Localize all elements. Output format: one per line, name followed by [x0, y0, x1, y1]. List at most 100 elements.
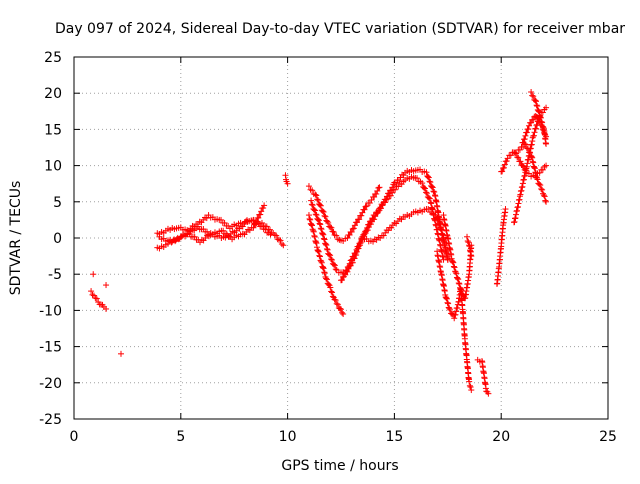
data-point — [421, 184, 428, 191]
data-point — [501, 161, 508, 168]
data-point — [324, 218, 331, 225]
data-point — [317, 225, 324, 232]
data-point — [528, 119, 535, 126]
data-point — [333, 300, 340, 307]
data-point — [315, 197, 322, 204]
data-point — [425, 174, 432, 181]
data-point — [93, 295, 100, 302]
data-point — [320, 265, 327, 272]
data-point — [322, 213, 329, 220]
data-point — [436, 220, 443, 227]
data-point — [446, 305, 453, 312]
data-point — [541, 128, 548, 135]
data-point — [311, 207, 318, 214]
data-point — [312, 211, 319, 218]
data-point — [276, 236, 283, 243]
data-point — [389, 184, 396, 191]
data-point — [453, 270, 460, 277]
data-point — [388, 187, 395, 194]
data-point — [356, 216, 363, 223]
data-point — [274, 236, 281, 243]
data-point — [507, 152, 514, 159]
data-point — [468, 387, 475, 394]
data-point — [428, 183, 435, 190]
data-point — [89, 291, 96, 298]
data-point — [326, 251, 333, 258]
data-point — [346, 260, 353, 267]
data-point — [538, 122, 545, 129]
data-point — [439, 231, 446, 238]
data-point — [316, 220, 323, 227]
data-point — [329, 293, 336, 300]
data-point — [325, 219, 332, 226]
data-point — [373, 190, 380, 197]
y-tick-label: 25 — [44, 50, 62, 66]
data-point — [330, 228, 337, 235]
data-point — [414, 175, 421, 182]
data-point — [344, 235, 351, 241]
data-point — [351, 222, 358, 229]
data-point — [328, 256, 335, 263]
data-point — [528, 153, 535, 160]
data-point — [423, 169, 430, 176]
data-point — [527, 149, 534, 156]
data-point — [278, 241, 285, 248]
data-point — [530, 132, 537, 139]
data-point — [525, 149, 532, 156]
data-point — [336, 305, 343, 312]
data-point — [515, 154, 522, 161]
data-point — [318, 226, 325, 233]
data-point — [310, 205, 317, 212]
data-point — [386, 190, 393, 197]
data-point — [535, 117, 542, 124]
data-point — [284, 180, 291, 187]
data-point — [444, 256, 451, 263]
data-point — [532, 98, 539, 105]
data-point — [341, 270, 348, 277]
grid — [74, 57, 608, 419]
data-point — [532, 97, 539, 104]
data-point — [308, 197, 315, 204]
data-point — [524, 145, 531, 152]
data-point — [90, 271, 97, 278]
data-point — [426, 195, 433, 202]
data-point — [374, 187, 381, 194]
data-point — [117, 350, 124, 357]
data-point — [338, 277, 345, 284]
data-point — [311, 233, 318, 240]
data-point — [425, 206, 432, 213]
y-axis-label: SDTVAR / TECUs — [8, 181, 24, 296]
data-point — [525, 170, 532, 177]
data-point — [520, 139, 527, 146]
data-point — [260, 204, 267, 211]
data-point — [428, 182, 435, 189]
data-point — [364, 227, 371, 234]
data-point — [529, 92, 536, 99]
data-point — [542, 197, 549, 204]
data-point — [530, 93, 537, 100]
data-point — [348, 256, 355, 263]
data-point — [436, 221, 443, 228]
data-point — [345, 263, 352, 270]
data-point — [532, 170, 539, 177]
data-point — [458, 287, 465, 294]
data-point — [258, 219, 265, 226]
x-tick-label: 0 — [70, 429, 79, 445]
data-point — [340, 273, 347, 280]
data-point — [450, 259, 457, 266]
data-point — [361, 206, 368, 213]
data-point — [321, 236, 328, 243]
y-tick-label: -25 — [39, 412, 62, 428]
data-point — [540, 192, 547, 199]
data-point — [537, 182, 544, 189]
data-point — [316, 252, 323, 259]
data-point — [543, 104, 550, 111]
y-tick-label: 10 — [44, 159, 62, 175]
x-tick-label: 25 — [599, 429, 617, 445]
data-point — [310, 228, 317, 235]
data-point — [332, 297, 339, 304]
axis-ticks: 0 5 10 15 20 25 -25 -20 -15 -10 -5 0 5 10 15 20 25 — [39, 50, 617, 445]
data-point — [250, 224, 257, 231]
data-point — [311, 232, 318, 239]
data-point — [451, 264, 458, 271]
